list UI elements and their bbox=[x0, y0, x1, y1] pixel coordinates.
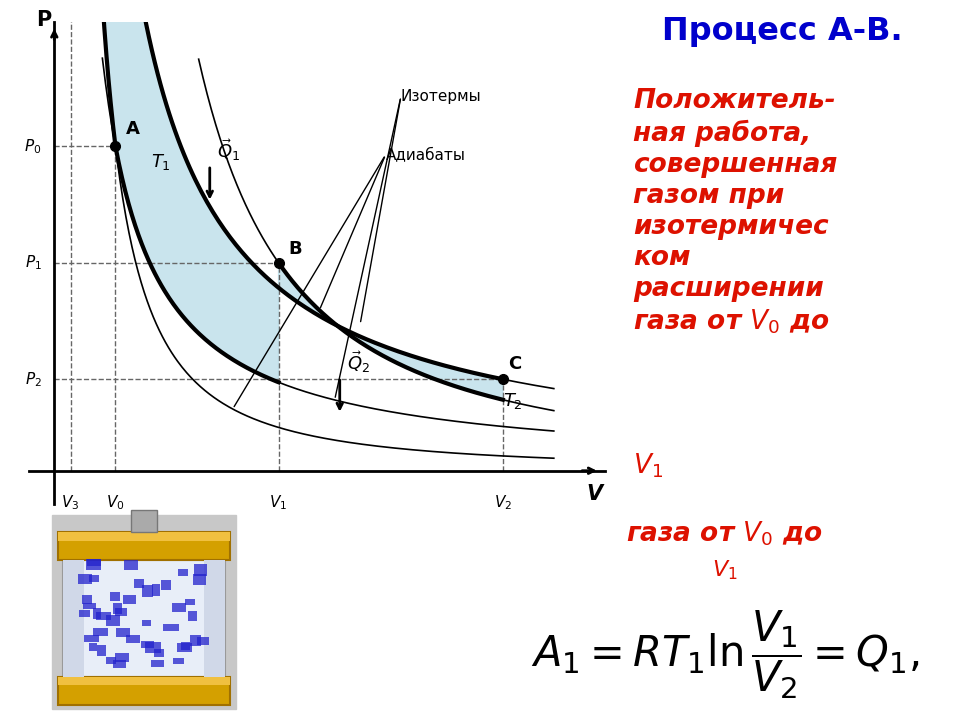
Bar bbox=[115, 608, 127, 616]
Bar bbox=[124, 560, 138, 570]
Bar bbox=[151, 660, 164, 667]
Bar bbox=[79, 610, 90, 617]
Text: B: B bbox=[289, 240, 302, 258]
Text: $T_1$: $T_1$ bbox=[151, 152, 171, 172]
Text: $V_1$: $V_1$ bbox=[712, 558, 737, 582]
Bar bbox=[63, 560, 225, 677]
Bar bbox=[79, 574, 92, 585]
Bar bbox=[52, 515, 236, 709]
Bar bbox=[187, 611, 197, 621]
Bar bbox=[180, 642, 190, 649]
Bar bbox=[88, 644, 97, 652]
Text: $T_2$: $T_2$ bbox=[503, 391, 522, 411]
Bar bbox=[154, 649, 164, 657]
Bar bbox=[97, 644, 106, 656]
Text: $A_1 = RT_1\ln\dfrac{V_1}{V_2} = Q_1,$: $A_1 = RT_1\ln\dfrac{V_1}{V_2} = Q_1,$ bbox=[531, 608, 919, 701]
Text: $V_0$: $V_0$ bbox=[107, 494, 125, 513]
Bar bbox=[63, 560, 84, 677]
Bar bbox=[84, 635, 99, 642]
Bar bbox=[142, 620, 151, 626]
Bar bbox=[173, 658, 184, 665]
Bar bbox=[194, 564, 206, 576]
Bar bbox=[58, 677, 230, 705]
Bar bbox=[107, 657, 116, 664]
Bar bbox=[134, 579, 144, 588]
Text: $P_2$: $P_2$ bbox=[25, 370, 41, 389]
Bar bbox=[58, 532, 230, 560]
Bar bbox=[184, 599, 195, 606]
Text: P: P bbox=[36, 10, 52, 30]
Bar bbox=[197, 637, 209, 645]
Bar bbox=[109, 592, 120, 601]
Bar bbox=[178, 569, 188, 576]
Text: $P_0$: $P_0$ bbox=[24, 137, 41, 156]
Bar bbox=[113, 660, 126, 668]
Bar bbox=[116, 628, 130, 637]
Text: Адиабаты: Адиабаты bbox=[386, 147, 466, 162]
Text: $V_3$: $V_3$ bbox=[61, 494, 80, 513]
Bar bbox=[141, 641, 155, 648]
Bar bbox=[96, 612, 111, 620]
Bar bbox=[126, 635, 140, 643]
Bar bbox=[87, 559, 101, 566]
Text: Процесс А-В.: Процесс А-В. bbox=[662, 16, 902, 47]
Bar bbox=[142, 585, 153, 597]
Text: $V_2$: $V_2$ bbox=[493, 494, 512, 513]
Text: V: V bbox=[587, 484, 603, 503]
Bar bbox=[106, 616, 120, 626]
Bar bbox=[83, 603, 96, 608]
Text: $P_1$: $P_1$ bbox=[25, 253, 41, 272]
Bar bbox=[163, 624, 179, 631]
Bar bbox=[204, 560, 225, 677]
Bar bbox=[92, 628, 108, 636]
Text: $V_1$: $V_1$ bbox=[270, 494, 288, 513]
Bar bbox=[161, 580, 171, 590]
Text: A: A bbox=[126, 120, 139, 138]
Text: $\vec{Q}_1$: $\vec{Q}_1$ bbox=[217, 137, 241, 163]
Text: C: C bbox=[508, 355, 521, 373]
Text: $V_1$: $V_1$ bbox=[634, 451, 663, 480]
Bar bbox=[153, 585, 160, 596]
Polygon shape bbox=[71, 0, 503, 400]
Text: Изотермы: Изотермы bbox=[401, 89, 482, 104]
Bar bbox=[190, 635, 202, 646]
Bar bbox=[123, 595, 136, 604]
Bar bbox=[131, 510, 157, 532]
Bar bbox=[178, 643, 192, 652]
Bar bbox=[172, 603, 186, 612]
Bar bbox=[89, 575, 100, 582]
Bar bbox=[82, 595, 92, 604]
Bar bbox=[85, 559, 102, 570]
Bar bbox=[193, 574, 205, 585]
Text: Положитель-
ная работа,
совершенная
газом при
изотермичес
ком
расширении
газа от: Положитель- ная работа, совершенная газо… bbox=[634, 88, 837, 336]
Bar bbox=[93, 608, 101, 619]
Bar bbox=[146, 642, 161, 652]
Text: газа от $V_0$ до: газа от $V_0$ до bbox=[627, 519, 823, 548]
Text: $\vec{Q}_2$: $\vec{Q}_2$ bbox=[348, 349, 371, 375]
Bar bbox=[58, 532, 230, 541]
Bar bbox=[112, 603, 122, 614]
Bar bbox=[115, 653, 129, 662]
Bar bbox=[58, 677, 230, 685]
